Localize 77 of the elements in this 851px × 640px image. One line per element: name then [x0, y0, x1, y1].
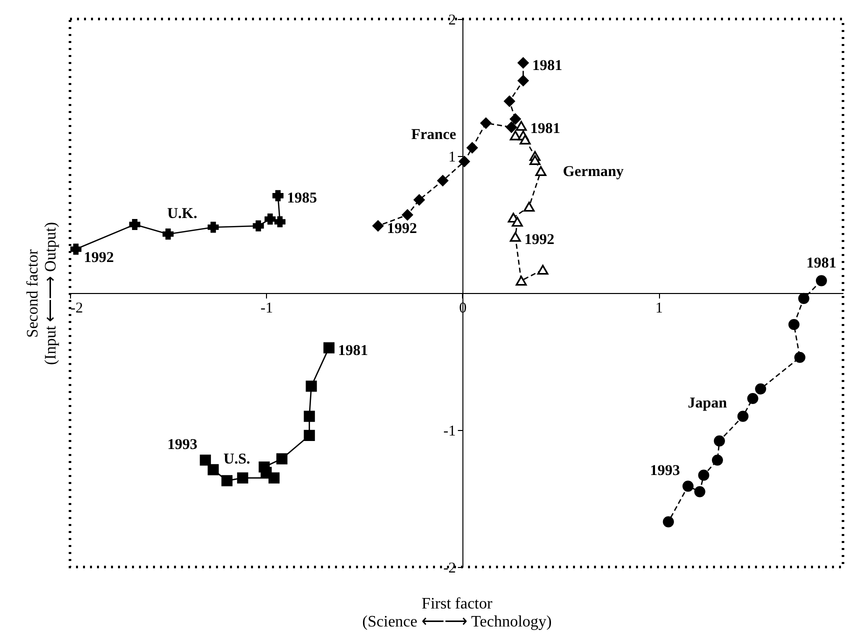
annotation: 1981: [532, 58, 562, 74]
point: [747, 392, 758, 404]
x-axis-title: First factor (Science ⟵⟶ Technology): [362, 596, 552, 630]
point: [252, 220, 264, 232]
point: [682, 480, 694, 492]
point: [372, 220, 384, 232]
point: [524, 202, 535, 212]
point: [70, 244, 82, 255]
point: [458, 156, 470, 168]
point: [529, 155, 541, 166]
x-tick-label: 1: [655, 300, 663, 316]
point: [510, 232, 521, 242]
point: [237, 472, 248, 484]
point: [480, 118, 492, 129]
annotation: 1993: [167, 437, 198, 454]
point: [437, 175, 448, 186]
point: [535, 166, 546, 176]
point: [512, 216, 523, 227]
point: [162, 228, 174, 240]
annotation: 1992: [387, 220, 418, 237]
point: [506, 122, 517, 133]
point: [510, 113, 521, 125]
point: [662, 516, 674, 528]
point: [694, 486, 706, 498]
annotation: 1985: [286, 190, 317, 207]
point: [268, 472, 280, 484]
point: [414, 194, 425, 206]
y-tick-label: -1: [443, 424, 456, 440]
series-label: Germany: [562, 164, 624, 180]
y-tick-label: 1: [448, 150, 456, 166]
point: [274, 216, 286, 228]
annotation: 1992: [524, 232, 554, 248]
annotation: 1992: [84, 250, 114, 266]
y-tick-label: 2: [448, 12, 456, 28]
point: [306, 380, 317, 392]
point: [221, 475, 232, 486]
point: [208, 222, 219, 233]
point: [504, 96, 516, 107]
point: [794, 352, 806, 363]
point: [304, 430, 315, 442]
point: [712, 454, 723, 466]
annotation: 1993: [650, 463, 680, 480]
annotation: 1981: [338, 342, 368, 359]
point: [402, 209, 413, 220]
point: [755, 383, 766, 394]
point: [323, 342, 335, 354]
point: [304, 410, 315, 422]
series-label: U.S.: [224, 451, 250, 468]
x-tick-label: -1: [260, 300, 273, 316]
point: [264, 213, 276, 225]
point: [516, 276, 527, 286]
point: [714, 435, 725, 446]
series-label: Japan: [688, 395, 728, 412]
point: [200, 454, 211, 466]
annotation: 1981: [530, 120, 560, 137]
point: [272, 190, 284, 202]
point: [798, 292, 810, 304]
y-tick-label: -2: [443, 560, 456, 576]
point: [816, 275, 827, 286]
point: [518, 75, 529, 86]
x-tick-label: -2: [70, 300, 83, 316]
point: [516, 120, 527, 131]
point: [129, 218, 140, 230]
series-label: U.K.: [167, 206, 198, 222]
point: [510, 130, 521, 140]
point: [466, 142, 478, 154]
y-axis-title: Second factor (Input ⟵⟶ Output): [24, 222, 60, 365]
point: [208, 464, 219, 476]
point: [276, 453, 288, 464]
point: [788, 318, 800, 330]
point: [518, 57, 529, 68]
point: [737, 410, 748, 422]
point: [698, 470, 710, 481]
point: [537, 264, 548, 275]
annotation: 1981: [806, 256, 836, 272]
series-label: France: [411, 126, 457, 143]
point: [520, 134, 531, 144]
